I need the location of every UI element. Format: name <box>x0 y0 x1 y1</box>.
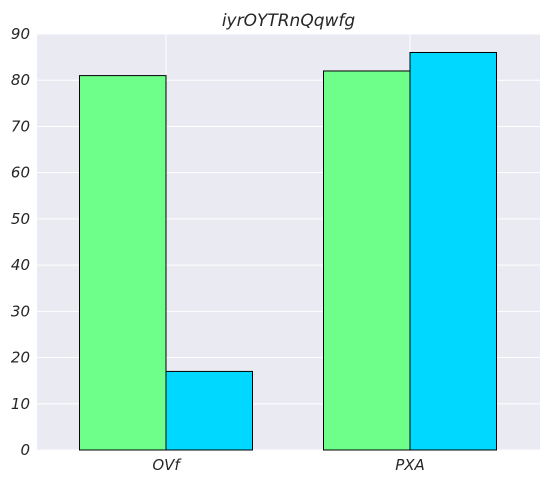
y-tick-label: 0 <box>20 441 30 459</box>
y-axis-ticks: 0 10 20 30 40 50 60 70 80 90 <box>11 25 30 459</box>
y-tick-label: 90 <box>11 25 30 43</box>
bar-ovf-series-2 <box>165 370 253 451</box>
y-tick-label: 80 <box>11 71 30 89</box>
bar-pxa-series-2 <box>409 51 497 451</box>
y-tick-label: 20 <box>11 349 30 367</box>
x-tick-label: OVf <box>152 456 182 474</box>
y-tick-label: 70 <box>11 117 30 135</box>
y-tick-label: 10 <box>11 395 30 413</box>
x-tick-label: PXA <box>395 456 425 474</box>
chart-title: iyrOYTRnQqwfg <box>222 11 356 31</box>
bars <box>79 51 497 451</box>
y-tick-label: 60 <box>11 164 30 182</box>
y-tick-label: 30 <box>11 302 30 320</box>
x-axis-ticks: OVf PXA <box>152 456 424 474</box>
bar-ovf-series-1 <box>79 75 167 451</box>
bar-pxa-series-1 <box>323 70 411 451</box>
y-tick-label: 50 <box>11 210 30 228</box>
y-tick-label: 40 <box>11 256 30 274</box>
